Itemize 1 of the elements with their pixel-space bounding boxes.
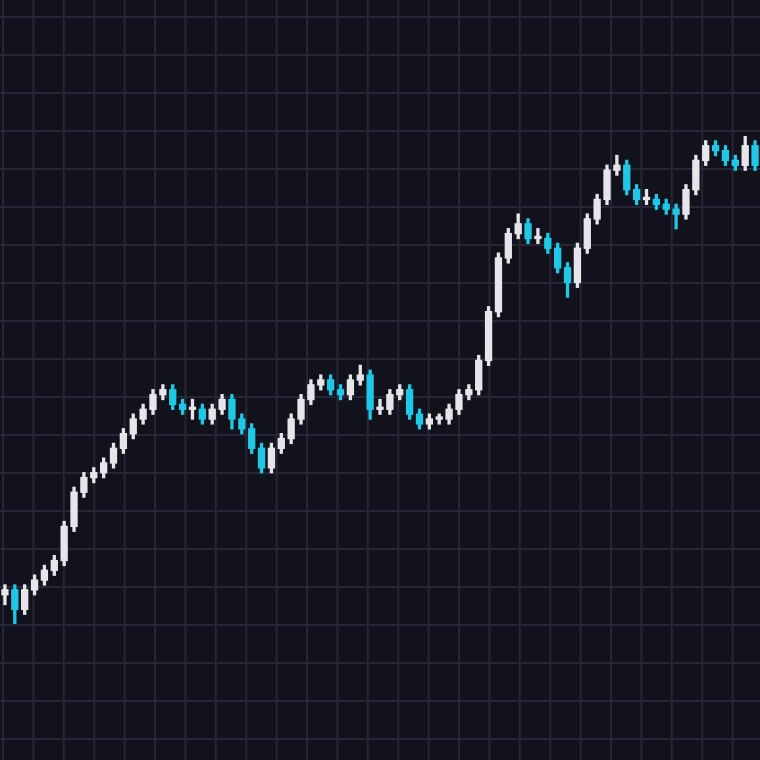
candlestick	[534, 228, 542, 245]
